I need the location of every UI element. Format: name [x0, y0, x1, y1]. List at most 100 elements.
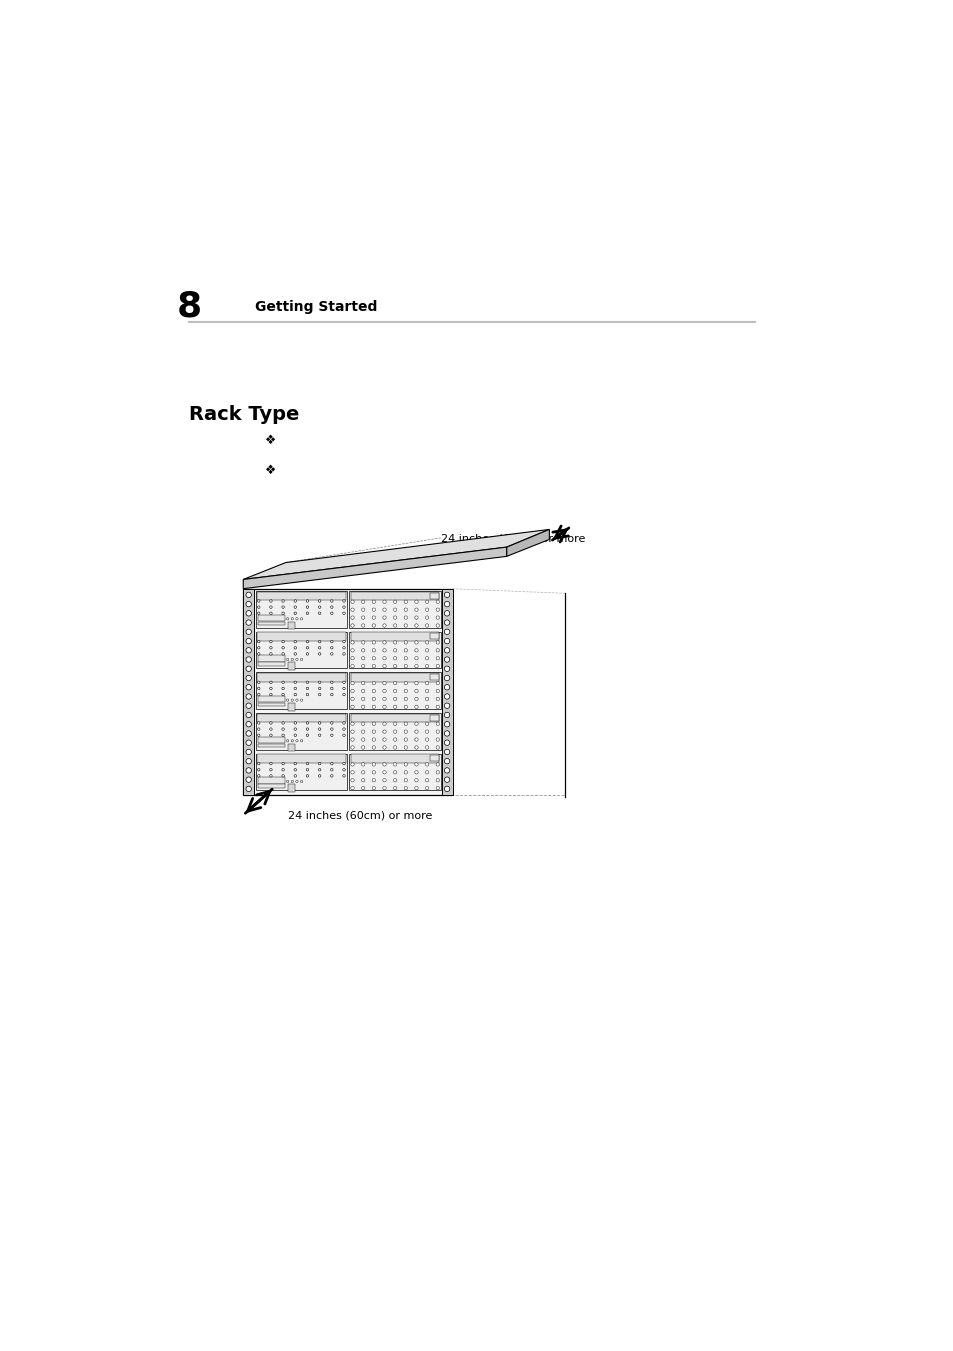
- Circle shape: [404, 721, 407, 725]
- Circle shape: [294, 721, 296, 724]
- Bar: [257, 615, 285, 621]
- Circle shape: [425, 778, 429, 782]
- Circle shape: [361, 738, 364, 742]
- Bar: [430, 755, 439, 762]
- Circle shape: [306, 728, 309, 731]
- Circle shape: [361, 665, 364, 667]
- Bar: [288, 703, 295, 711]
- Circle shape: [361, 689, 364, 693]
- Circle shape: [294, 647, 296, 648]
- Circle shape: [444, 740, 449, 746]
- Bar: [288, 785, 295, 792]
- Circle shape: [257, 681, 260, 684]
- Text: 24 inches (60cm) or more: 24 inches (60cm) or more: [288, 811, 432, 820]
- Circle shape: [425, 786, 429, 790]
- Bar: [288, 743, 295, 751]
- Circle shape: [246, 611, 252, 616]
- Circle shape: [372, 657, 375, 659]
- Circle shape: [393, 786, 396, 790]
- Circle shape: [382, 770, 386, 774]
- Circle shape: [270, 693, 272, 696]
- Circle shape: [425, 730, 429, 734]
- Circle shape: [270, 774, 272, 777]
- Circle shape: [281, 774, 284, 777]
- Circle shape: [294, 612, 296, 615]
- Circle shape: [415, 770, 417, 774]
- Circle shape: [342, 605, 345, 608]
- Circle shape: [246, 620, 252, 626]
- Circle shape: [281, 653, 284, 655]
- Bar: [430, 593, 439, 598]
- Circle shape: [295, 781, 297, 782]
- Bar: [243, 589, 253, 794]
- Circle shape: [382, 657, 386, 659]
- Circle shape: [270, 640, 272, 643]
- Circle shape: [436, 640, 439, 644]
- Circle shape: [331, 600, 333, 603]
- Circle shape: [306, 653, 309, 655]
- Circle shape: [318, 693, 320, 696]
- Circle shape: [331, 605, 333, 608]
- Circle shape: [257, 612, 260, 615]
- Bar: [257, 736, 285, 743]
- Circle shape: [393, 665, 396, 667]
- Circle shape: [300, 658, 302, 661]
- Circle shape: [361, 697, 364, 701]
- Circle shape: [393, 640, 396, 644]
- Circle shape: [372, 721, 375, 725]
- Circle shape: [331, 647, 333, 648]
- Circle shape: [257, 605, 260, 608]
- Circle shape: [436, 746, 439, 750]
- Circle shape: [246, 767, 252, 773]
- Circle shape: [306, 762, 309, 765]
- Circle shape: [351, 730, 354, 734]
- Circle shape: [436, 624, 439, 627]
- Circle shape: [393, 624, 396, 627]
- Circle shape: [351, 681, 354, 685]
- Circle shape: [393, 616, 396, 619]
- Circle shape: [415, 681, 417, 685]
- Circle shape: [281, 647, 284, 648]
- Circle shape: [306, 734, 309, 736]
- Circle shape: [246, 731, 252, 736]
- Circle shape: [382, 738, 386, 742]
- Circle shape: [318, 612, 320, 615]
- Bar: [257, 785, 285, 788]
- Circle shape: [286, 698, 289, 701]
- Circle shape: [444, 657, 449, 662]
- Circle shape: [294, 769, 296, 771]
- Circle shape: [404, 689, 407, 693]
- Circle shape: [361, 657, 364, 659]
- Circle shape: [436, 608, 439, 612]
- Circle shape: [361, 608, 364, 612]
- Circle shape: [372, 665, 375, 667]
- Circle shape: [393, 681, 396, 685]
- Circle shape: [246, 712, 252, 717]
- Circle shape: [246, 601, 252, 607]
- Circle shape: [318, 769, 320, 771]
- Circle shape: [444, 685, 449, 690]
- Circle shape: [351, 624, 354, 627]
- Circle shape: [415, 786, 417, 790]
- Circle shape: [393, 746, 396, 750]
- Circle shape: [351, 705, 354, 708]
- Circle shape: [291, 617, 294, 620]
- Circle shape: [404, 778, 407, 782]
- Circle shape: [351, 689, 354, 693]
- Circle shape: [281, 721, 284, 724]
- Circle shape: [351, 746, 354, 750]
- Circle shape: [270, 728, 272, 731]
- Circle shape: [444, 620, 449, 626]
- Circle shape: [281, 693, 284, 696]
- Circle shape: [404, 640, 407, 644]
- Circle shape: [351, 778, 354, 782]
- Circle shape: [404, 648, 407, 653]
- Circle shape: [372, 624, 375, 627]
- Circle shape: [436, 665, 439, 667]
- Circle shape: [281, 762, 284, 765]
- Circle shape: [415, 648, 417, 653]
- Circle shape: [444, 721, 449, 727]
- Circle shape: [306, 605, 309, 608]
- Circle shape: [331, 612, 333, 615]
- Bar: [351, 713, 439, 723]
